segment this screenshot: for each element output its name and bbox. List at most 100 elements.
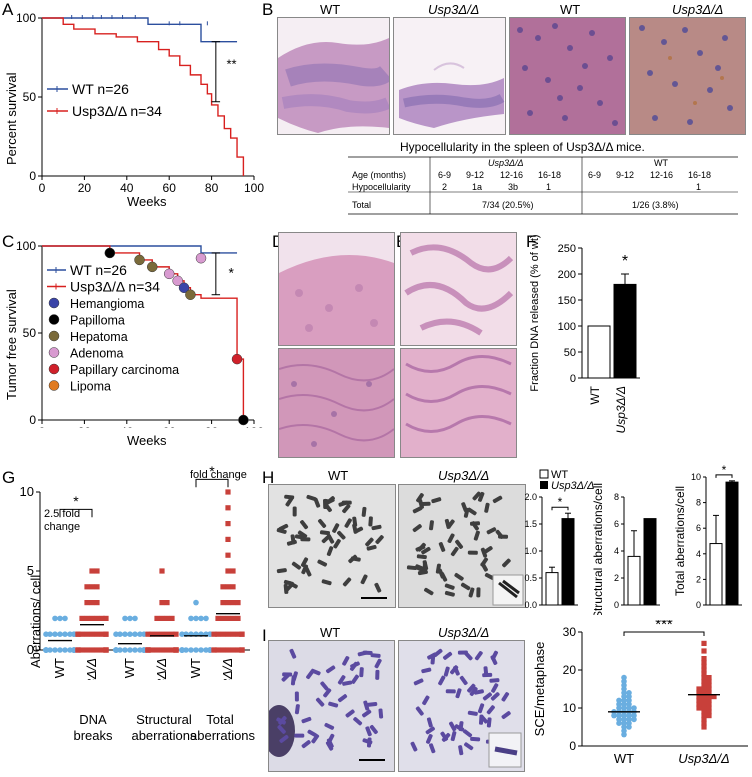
data-point xyxy=(47,631,53,637)
legend-ko-swatch xyxy=(540,481,548,489)
histology-image-e2 xyxy=(400,348,517,458)
data-point xyxy=(89,600,95,606)
data-point xyxy=(71,631,77,637)
histology-image-b3 xyxy=(509,17,626,135)
data-point xyxy=(132,615,138,622)
sig-label: * xyxy=(229,264,235,280)
data-point xyxy=(626,690,632,696)
chromosome xyxy=(447,533,455,544)
data-point xyxy=(701,694,707,700)
data-point xyxy=(706,713,712,719)
fold-change-note-1: 2.5 fold change xyxy=(44,508,81,533)
y-tick-label: 0 xyxy=(614,600,619,610)
chromosome xyxy=(467,507,477,516)
chromosome xyxy=(443,666,450,677)
chromosome xyxy=(369,724,378,735)
bar-0 xyxy=(587,325,611,379)
x-category-label: Usp3Δ/Δ xyxy=(678,751,729,766)
chromosome xyxy=(317,559,328,567)
y-tick-label: 100 xyxy=(558,321,576,333)
data-point xyxy=(193,615,199,622)
legend-ko-label: Usp3Δ/Δ xyxy=(551,480,595,492)
survival-line-0 xyxy=(42,17,238,43)
legend-wt-swatch xyxy=(539,469,549,479)
data-point xyxy=(696,686,702,692)
chromosome xyxy=(365,537,374,547)
data-point xyxy=(239,631,245,637)
data-point xyxy=(154,647,160,653)
data-point xyxy=(230,568,236,574)
chromosome xyxy=(427,652,437,660)
chromosome xyxy=(438,542,446,552)
chromosome xyxy=(425,726,435,735)
data-point xyxy=(225,631,231,637)
data-point xyxy=(117,647,123,653)
data-point xyxy=(706,690,712,696)
chromosome xyxy=(498,534,509,539)
data-point xyxy=(225,552,231,558)
chromosome xyxy=(501,711,511,720)
chromosome xyxy=(470,736,481,742)
data-point xyxy=(193,599,199,606)
panel-label-b: B xyxy=(262,0,274,19)
data-point xyxy=(215,615,221,621)
data-point xyxy=(235,647,241,653)
y-tick-label: 6 xyxy=(614,519,619,529)
axis-label-a-x: Weeks xyxy=(127,194,167,209)
data-point xyxy=(159,568,165,574)
data-point xyxy=(711,694,717,700)
x-category-label: Usp3Δ/Δ xyxy=(154,658,169,680)
chromosome xyxy=(315,697,325,707)
chromosome xyxy=(321,579,332,586)
legend-label: Usp3Δ/Δ n=34 xyxy=(70,279,160,295)
data-point xyxy=(225,647,231,653)
data-point xyxy=(701,724,707,730)
y-tick-label: 50 xyxy=(23,326,37,340)
data-point xyxy=(696,690,702,696)
y-tick-label: 20 xyxy=(563,663,577,677)
sig-bracket xyxy=(551,506,569,511)
chromosome xyxy=(489,678,500,683)
table-total-wt: 1/26 (3.8%) xyxy=(632,200,679,210)
chromosome xyxy=(374,658,382,669)
chromosome xyxy=(431,497,442,504)
chromosome xyxy=(460,582,471,591)
legend-label: Lipoma xyxy=(70,380,111,394)
data-point xyxy=(706,709,712,715)
chromosome xyxy=(444,590,455,597)
image-title-b4: Usp3Δ/Δ xyxy=(672,2,724,17)
chromosome xyxy=(450,665,459,675)
chromosome xyxy=(464,742,474,751)
bar-0 xyxy=(627,555,641,606)
data-point xyxy=(701,705,707,711)
chromosome xyxy=(301,740,311,749)
y-tick-label: 6 xyxy=(696,523,701,533)
sig-bracket-2 xyxy=(195,478,229,488)
data-point xyxy=(179,647,185,653)
y-axis-label: Structural aberrations/cell xyxy=(591,483,605,615)
data-point xyxy=(127,647,133,653)
sig-label: * xyxy=(622,253,628,270)
data-point xyxy=(47,647,53,653)
y-tick-label: 0.0 xyxy=(524,600,537,610)
chromosome xyxy=(440,572,448,582)
chromosome xyxy=(490,692,500,701)
chromosome xyxy=(359,667,364,678)
data-point xyxy=(701,686,707,692)
data-point xyxy=(188,647,194,653)
y-tick-label: 1.5 xyxy=(524,519,537,529)
chromosome xyxy=(370,653,381,658)
data-point xyxy=(169,647,175,653)
chromosome xyxy=(482,672,493,678)
histology-image-b2 xyxy=(393,17,506,135)
x-tick-label: 80 xyxy=(205,181,219,195)
chromosome xyxy=(492,495,503,504)
chromosome xyxy=(276,568,287,574)
x-tick-label: 0 xyxy=(39,181,46,195)
image-title-b3: WT xyxy=(560,2,581,17)
data-point xyxy=(198,647,204,653)
chromosome xyxy=(478,714,484,725)
chromosome xyxy=(301,716,312,724)
axis-label-c-x: Weeks xyxy=(127,433,167,448)
